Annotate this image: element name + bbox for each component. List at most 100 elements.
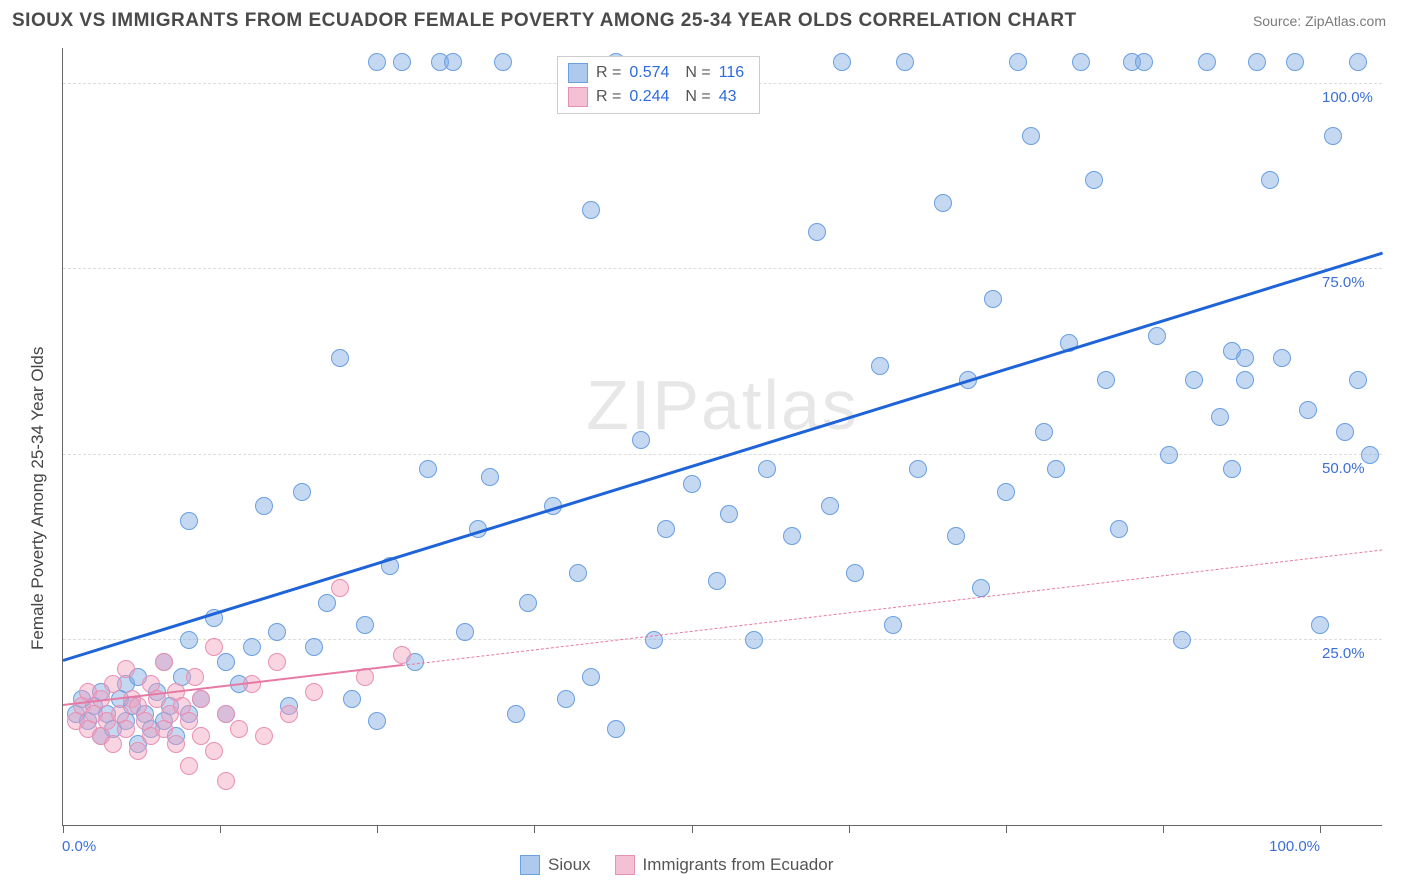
data-point-sioux [481,468,499,486]
y-tick-label: 75.0% [1322,274,1365,291]
n-label: N = [685,88,710,106]
gridline [63,268,1382,269]
data-point-ecuador [192,690,210,708]
data-point-sioux [243,638,261,656]
data-point-sioux [305,638,323,656]
x-tick [692,825,693,833]
data-point-sioux [255,497,273,515]
data-point-ecuador [129,742,147,760]
data-point-sioux [1236,371,1254,389]
data-point-sioux [833,53,851,71]
data-point-sioux [494,53,512,71]
x-tick [534,825,535,833]
data-point-sioux [393,53,411,71]
source-attribution: Source: ZipAtlas.com [1253,13,1386,29]
data-point-sioux [1349,371,1367,389]
data-point-sioux [657,520,675,538]
data-point-ecuador [192,727,210,745]
swatch-icon [520,855,540,875]
r-value: 0.244 [629,88,677,106]
source-label: Source: [1253,13,1305,29]
data-point-sioux [180,512,198,530]
data-point-sioux [557,690,575,708]
data-point-sioux [180,631,198,649]
data-point-sioux [758,460,776,478]
y-tick-label: 100.0% [1322,89,1373,106]
data-point-ecuador [217,772,235,790]
data-point-sioux [1198,53,1216,71]
data-point-sioux [1299,401,1317,419]
data-point-sioux [808,223,826,241]
legend-item-ecuador: Immigrants from Ecuador [615,855,834,875]
x-tick [1320,825,1321,833]
data-point-sioux [997,483,1015,501]
trend-line [63,252,1384,662]
data-point-sioux [1311,616,1329,634]
data-point-ecuador [117,720,135,738]
chart-root: SIOUX VS IMMIGRANTS FROM ECUADOR FEMALE … [0,0,1406,892]
data-point-sioux [1009,53,1027,71]
data-point-ecuador [180,712,198,730]
y-axis-label: Female Poverty Among 25-34 Year Olds [28,347,48,650]
trend-line-dashed [402,550,1383,667]
data-point-sioux [1072,53,1090,71]
legend-label: Sioux [548,855,591,875]
data-point-sioux [934,194,952,212]
data-point-ecuador [186,668,204,686]
legend-item-sioux: Sioux [520,855,591,875]
r-value: 0.574 [629,64,677,82]
n-value: 43 [719,88,749,106]
data-point-ecuador [180,757,198,775]
x-tick [849,825,850,833]
data-point-sioux [1160,446,1178,464]
data-point-sioux [1185,371,1203,389]
data-point-sioux [519,594,537,612]
data-point-ecuador [104,735,122,753]
data-point-sioux [871,357,889,375]
data-point-sioux [1047,460,1065,478]
data-point-sioux [632,431,650,449]
data-point-sioux [569,564,587,582]
data-point-sioux [896,53,914,71]
swatch-icon [568,63,588,83]
data-point-sioux [1035,423,1053,441]
data-point-sioux [1286,53,1304,71]
data-point-sioux [582,201,600,219]
x-tick-label: 0.0% [62,838,96,855]
data-point-sioux [783,527,801,545]
x-tick [1163,825,1164,833]
y-tick-label: 50.0% [1322,460,1365,477]
data-point-sioux [217,653,235,671]
x-tick [377,825,378,833]
data-point-sioux [972,579,990,597]
data-point-sioux [456,623,474,641]
data-point-sioux [1097,371,1115,389]
source-name: ZipAtlas.com [1305,13,1386,29]
data-point-sioux [368,53,386,71]
data-point-sioux [1336,423,1354,441]
data-point-sioux [1273,349,1291,367]
data-point-ecuador [393,646,411,664]
data-point-ecuador [255,727,273,745]
data-point-ecuador [167,735,185,753]
data-point-sioux [846,564,864,582]
data-point-ecuador [205,638,223,656]
data-point-ecuador [331,579,349,597]
data-point-ecuador [104,675,122,693]
data-point-sioux [947,527,965,545]
data-point-sioux [745,631,763,649]
data-point-sioux [444,53,462,71]
data-point-sioux [909,460,927,478]
data-point-sioux [884,616,902,634]
data-point-sioux [268,623,286,641]
data-point-sioux [708,572,726,590]
data-point-ecuador [217,705,235,723]
legend-label: Immigrants from Ecuador [643,855,834,875]
y-tick-label: 25.0% [1322,645,1365,662]
data-point-sioux [343,690,361,708]
n-value: 116 [719,64,749,82]
data-point-ecuador [117,660,135,678]
legend: Sioux Immigrants from Ecuador [520,855,833,875]
stats-row-sioux: R =0.574N =116 [568,61,749,85]
data-point-sioux [984,290,1002,308]
